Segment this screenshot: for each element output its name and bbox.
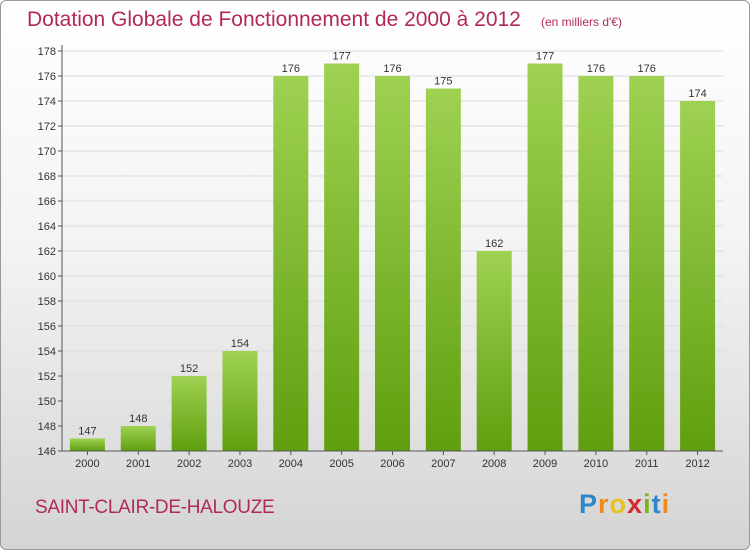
labels: 146 148 150 152 154 156 158 160 162 164 166 168 170 1… bbox=[38, 46, 710, 470]
bar-value-label: 177 bbox=[536, 51, 554, 63]
y-tick-label: 170 bbox=[38, 146, 56, 158]
y-tick-label: 166 bbox=[38, 196, 56, 208]
bar-value-label: 154 bbox=[231, 338, 249, 350]
bar-value-label: 175 bbox=[434, 76, 452, 88]
bar-value-label: 162 bbox=[485, 238, 503, 250]
y-tick-label: 156 bbox=[38, 321, 56, 333]
y-tick-label: 174 bbox=[38, 96, 56, 108]
logo-letter: t bbox=[651, 489, 662, 519]
logo-letter: i bbox=[661, 489, 671, 519]
bar-2005 bbox=[324, 63, 360, 451]
bar-2000 bbox=[69, 438, 105, 451]
bar-value-label: 148 bbox=[129, 413, 147, 425]
y-tick-label: 164 bbox=[38, 221, 56, 233]
y-tick-label: 160 bbox=[38, 271, 56, 283]
bar-value-label: 176 bbox=[282, 63, 300, 75]
y-tick-label: 162 bbox=[38, 246, 56, 258]
y-tick-label: 178 bbox=[38, 46, 56, 58]
y-tick-label: 146 bbox=[38, 446, 56, 458]
x-tick-label: 2001 bbox=[126, 458, 150, 470]
logo-letter: x bbox=[627, 489, 644, 519]
y-tick-label: 172 bbox=[38, 121, 56, 133]
x-tick-label: 2007 bbox=[431, 458, 455, 470]
chart-title: Dotation Globale de Fonctionnement de 20… bbox=[27, 8, 521, 31]
x-tick-label: 2000 bbox=[75, 458, 99, 470]
y-tick-label: 168 bbox=[38, 171, 56, 183]
bar-value-label: 176 bbox=[638, 63, 656, 75]
commune-name: SAINT-CLAIR-DE-HALOUZE bbox=[35, 497, 275, 518]
bar-value-label: 177 bbox=[332, 51, 350, 63]
x-tick-label: 2010 bbox=[584, 458, 608, 470]
x-tick-label: 2004 bbox=[279, 458, 303, 470]
bar-value-label: 152 bbox=[180, 363, 198, 375]
y-tick-label: 154 bbox=[38, 346, 56, 358]
y-tick-label: 152 bbox=[38, 371, 56, 383]
y-tick-label: 176 bbox=[38, 71, 56, 83]
axes bbox=[58, 45, 723, 455]
logo-letter: P bbox=[579, 489, 599, 519]
x-tick-label: 2002 bbox=[177, 458, 201, 470]
bar-2007 bbox=[425, 88, 461, 451]
bar-2012 bbox=[680, 101, 716, 451]
bars bbox=[69, 63, 716, 451]
x-tick-label: 2005 bbox=[329, 458, 353, 470]
y-tick-label: 148 bbox=[38, 421, 56, 433]
x-tick-label: 2008 bbox=[482, 458, 506, 470]
bar-value-label: 147 bbox=[78, 426, 96, 438]
x-tick-label: 2003 bbox=[228, 458, 252, 470]
bar-value-label: 174 bbox=[688, 88, 706, 100]
x-tick-label: 2006 bbox=[380, 458, 404, 470]
bar-2006 bbox=[375, 76, 410, 451]
x-tick-label: 2009 bbox=[533, 458, 557, 470]
logo-letter: r bbox=[598, 489, 610, 519]
y-tick-label: 150 bbox=[38, 396, 56, 408]
logo-letter: o bbox=[609, 489, 628, 519]
x-tick-label: 2012 bbox=[685, 458, 709, 470]
proxiti-logo[interactable]: Proxiti bbox=[579, 489, 670, 520]
bar-2011 bbox=[629, 76, 665, 451]
chart-unit: (en milliers d'€) bbox=[541, 15, 622, 29]
bar-2001 bbox=[120, 426, 156, 451]
bar-2002 bbox=[171, 376, 207, 451]
bar-2009 bbox=[527, 63, 563, 451]
bar-2003 bbox=[222, 351, 258, 451]
bar-value-label: 176 bbox=[383, 63, 401, 75]
x-tick-label: 2011 bbox=[635, 458, 659, 470]
logo-letter: i bbox=[643, 489, 652, 519]
bar-value-label: 176 bbox=[587, 63, 605, 75]
bar-2008 bbox=[476, 251, 512, 451]
bar-2010 bbox=[578, 76, 614, 451]
bar-2004 bbox=[273, 76, 309, 451]
y-tick-label: 158 bbox=[38, 296, 56, 308]
